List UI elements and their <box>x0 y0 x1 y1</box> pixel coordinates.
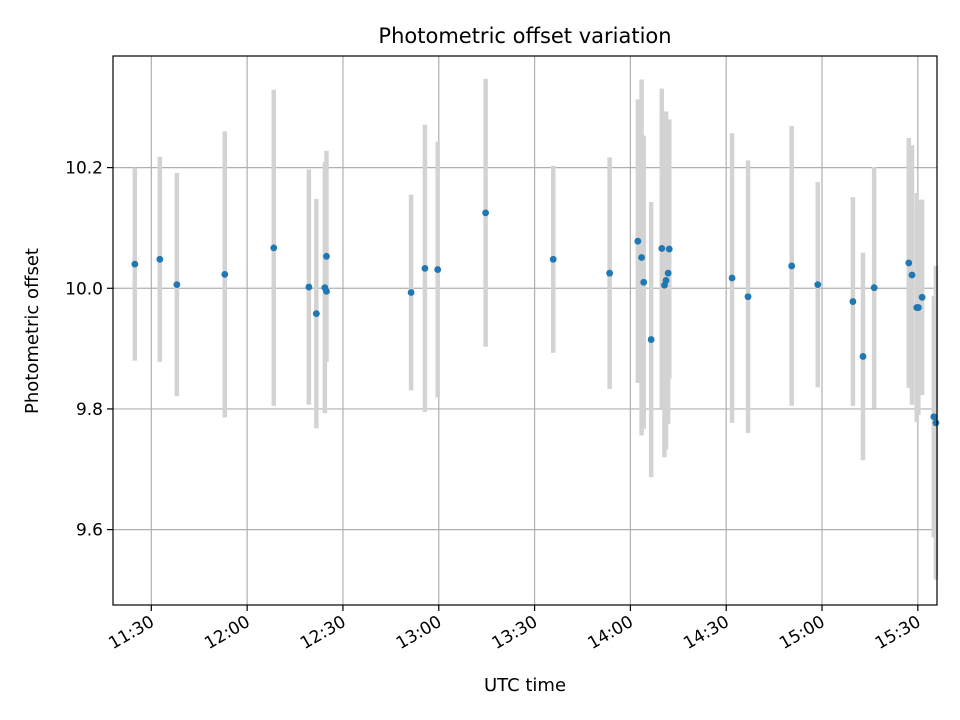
data-point <box>638 254 645 261</box>
y-tick-label: 10.0 <box>65 279 103 299</box>
chart-title: Photometric offset variation <box>378 24 671 48</box>
y-tick-label: 9.8 <box>76 400 103 420</box>
data-point <box>270 244 278 252</box>
data-point <box>606 269 614 277</box>
data-point <box>221 270 229 278</box>
x-tick-label: 15:30 <box>872 612 924 654</box>
y-tick-label: 10.2 <box>65 159 103 179</box>
data-point <box>905 259 913 267</box>
data-point <box>549 255 557 263</box>
data-point <box>662 277 670 284</box>
y-tick-label: 9.6 <box>76 521 103 541</box>
x-tick-label: 13:30 <box>489 612 541 654</box>
x-tick-label: 13:00 <box>393 612 445 654</box>
data-point <box>930 413 938 421</box>
data-point <box>932 419 940 427</box>
data-point <box>482 209 490 217</box>
x-tick-label: 14:30 <box>680 612 732 654</box>
data-point <box>156 255 164 263</box>
axis-ticks: 11:30 12:00 12:30 13:00 13:30 14:00 14:30 15:00… <box>65 159 924 654</box>
x-tick-label: 12:30 <box>297 612 349 654</box>
data-point <box>640 278 648 286</box>
data-point <box>914 304 922 311</box>
data-point <box>421 264 429 272</box>
data-point <box>728 274 736 282</box>
data-point <box>323 287 330 295</box>
data-point <box>434 266 442 273</box>
data-point <box>131 260 139 268</box>
data-points <box>131 209 940 427</box>
data-point <box>788 262 796 270</box>
data-point <box>918 293 926 301</box>
data-point <box>634 237 642 245</box>
x-axis-label: UTC time <box>484 675 566 696</box>
data-point <box>312 310 320 318</box>
data-point <box>859 353 867 360</box>
x-tick-label: 15:00 <box>776 612 828 654</box>
y-axis-label: Photometric offset <box>22 248 43 414</box>
data-point <box>173 281 181 289</box>
data-point <box>323 252 330 260</box>
data-point <box>658 245 666 252</box>
data-point <box>407 289 415 296</box>
grid <box>113 56 937 605</box>
data-point <box>814 281 822 289</box>
data-point <box>665 245 673 253</box>
data-point <box>870 284 878 292</box>
data-point <box>849 298 857 305</box>
x-tick-label: 12:00 <box>201 612 253 654</box>
data-point <box>908 271 916 279</box>
plot-frame <box>112 55 938 606</box>
data-point <box>647 336 655 343</box>
error-bars <box>132 78 939 580</box>
data-point <box>744 293 752 301</box>
x-tick-label: 11:30 <box>105 612 157 654</box>
x-tick-label: 14:00 <box>584 612 636 654</box>
data-point <box>664 269 672 277</box>
data-point <box>305 283 313 291</box>
